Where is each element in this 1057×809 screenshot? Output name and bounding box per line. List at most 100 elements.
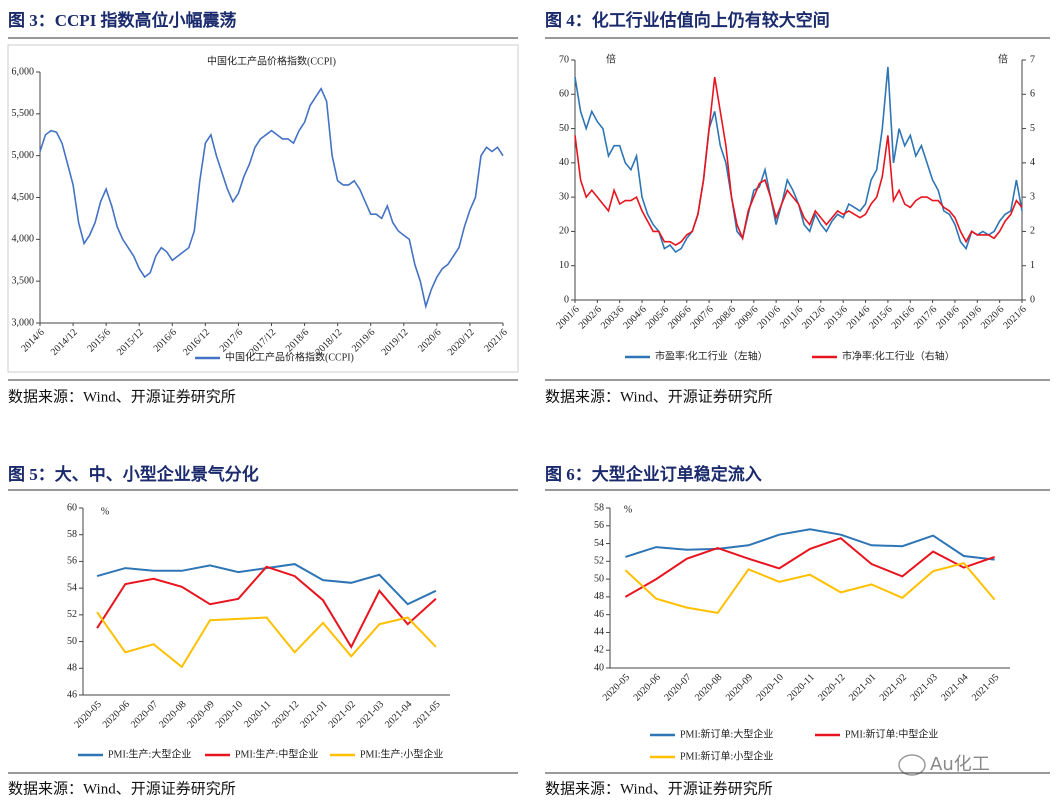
x-tick-label: 2004/6 <box>621 304 648 331</box>
x-tick-label: 2016/6 <box>152 327 179 354</box>
legend-label: PMI:生产:中型企业 <box>235 747 318 760</box>
y-tick-label: 6,000 <box>12 66 35 77</box>
x-tick-label: 2020-05 <box>601 672 632 703</box>
series-line <box>39 87 504 310</box>
y-tick-label: 58 <box>67 529 77 540</box>
x-tick-label: 2021-03 <box>355 699 386 730</box>
x-tick-label: 2011/6 <box>778 304 805 331</box>
x-tick-label: 2020-06 <box>101 699 132 730</box>
x-tick-label: 2014/12 <box>49 327 80 358</box>
y-tick-label: 5,500 <box>12 108 35 119</box>
y-tick-label: 60 <box>67 502 77 513</box>
chart-title: 中国化工产品价格指数(CCPI) <box>207 54 336 67</box>
y-tick-label: 42 <box>594 645 604 656</box>
y-tick-label: 50 <box>594 573 604 584</box>
x-tick-label: 2009/6 <box>733 304 760 331</box>
x-tick-label: 2021-01 <box>847 672 878 703</box>
x-tick-label: 2020-09 <box>724 672 755 703</box>
series-line <box>624 537 995 598</box>
x-tick-label: 2005/6 <box>644 304 671 331</box>
legend-label: PMI:生产:小型企业 <box>360 747 443 760</box>
y-tick-label: 58 <box>594 502 604 513</box>
legend-label: PMI:新订单:小型企业 <box>680 749 773 762</box>
legend-label: PMI:新订单:中型企业 <box>845 727 938 740</box>
y2-axis-label: 倍 <box>998 52 1008 65</box>
chart-frame <box>7 44 519 373</box>
y2-tick-label: 3 <box>1030 191 1035 202</box>
y-tick-label: 52 <box>67 609 77 620</box>
y-tick-label: 10 <box>559 260 569 271</box>
watermark-icon <box>898 754 926 776</box>
y-tick-label: 52 <box>594 556 604 567</box>
source: 数据来源：Wind、开源证券研究所 <box>545 780 773 797</box>
x-tick-label: 2021-02 <box>327 699 358 730</box>
series-line <box>96 611 437 669</box>
x-tick-label: 2020-09 <box>185 699 216 730</box>
x-tick-label: 2021-04 <box>939 672 970 703</box>
x-tick-label: 2019/12 <box>380 327 411 358</box>
x-tick-label: 2017/6 <box>218 327 245 354</box>
x-tick-label: 2020/12 <box>446 327 477 358</box>
x-tick-label: 2016/12 <box>181 327 212 358</box>
x-tick-label: 2017/6 <box>912 304 939 331</box>
y-tick-label: 40 <box>559 157 569 168</box>
x-tick-label: 2015/6 <box>85 327 112 354</box>
x-tick-label: 2020-12 <box>816 672 847 703</box>
watermark-text: Au化工 <box>930 754 990 775</box>
y-tick-label: 48 <box>67 663 77 674</box>
source: 数据来源：Wind、开源证券研究所 <box>8 388 236 405</box>
legend-label: PMI:生产:大型企业 <box>108 747 191 760</box>
series-line <box>574 66 1023 254</box>
x-tick-label: 2002/6 <box>577 304 604 331</box>
y-tick-label: 3,000 <box>12 317 35 328</box>
y-tick-label: 4,500 <box>12 192 35 203</box>
y-tick-label: 20 <box>559 226 569 237</box>
legend-label: 中国化工产品价格指数(CCPI) <box>225 350 354 363</box>
x-tick-label: 2019/6 <box>957 304 984 331</box>
x-tick-label: 2020/6 <box>979 304 1006 331</box>
y-tick-label: 46 <box>594 609 604 620</box>
y-tick-label: 56 <box>67 556 77 567</box>
x-tick-label: 2015/12 <box>115 327 146 358</box>
y2-tick-label: 4 <box>1030 157 1035 168</box>
y-tick-label: 54 <box>594 538 604 549</box>
x-tick-label: 2007/6 <box>688 304 715 331</box>
y-tick-label: 46 <box>67 689 77 700</box>
x-tick-label: 2008/6 <box>711 304 738 331</box>
x-tick-label: 2018/6 <box>934 304 961 331</box>
x-tick-label: 2001/6 <box>554 304 581 331</box>
x-tick-label: 2021-02 <box>878 672 909 703</box>
y-tick-label: 5,000 <box>12 150 35 161</box>
x-tick-label: 2021-04 <box>383 699 414 730</box>
legend-label: 市盈率:化工行业（左轴） <box>655 349 768 362</box>
y-tick-label: 56 <box>594 520 604 531</box>
x-tick-label: 2020-08 <box>693 672 724 703</box>
x-tick-label: 2003/6 <box>599 304 626 331</box>
x-tick-label: 2016/6 <box>890 304 917 331</box>
legend-label: PMI:新订单:大型企业 <box>680 727 773 740</box>
series-line <box>624 561 996 614</box>
y-axis-label: % <box>101 506 109 517</box>
figure-title: 图 6：大型企业订单稳定流入 <box>545 464 762 484</box>
x-tick-label: 2020-11 <box>242 699 273 730</box>
x-tick-label: 2021/6 <box>1001 304 1028 331</box>
y-tick-label: 70 <box>559 54 569 65</box>
x-tick-label: 2021-05 <box>970 672 1001 703</box>
source: 数据来源：Wind、开源证券研究所 <box>545 388 773 405</box>
x-tick-label: 2015/6 <box>867 304 894 331</box>
x-tick-label: 2021-01 <box>298 699 329 730</box>
y-tick-label: 0 <box>564 294 569 305</box>
x-tick-label: 2013/6 <box>823 304 850 331</box>
x-tick-label: 2020-10 <box>214 699 245 730</box>
y-tick-label: 44 <box>594 627 604 638</box>
y-tick-label: 4,000 <box>12 234 35 245</box>
x-tick-label: 2019/6 <box>350 327 377 354</box>
x-tick-label: 2014/6 <box>845 304 872 331</box>
x-tick-label: 2020-07 <box>129 699 160 730</box>
series-line <box>625 528 995 561</box>
x-tick-label: 2020-10 <box>755 672 786 703</box>
x-tick-label: 2006/6 <box>666 304 693 331</box>
y2-tick-label: 6 <box>1030 89 1035 100</box>
